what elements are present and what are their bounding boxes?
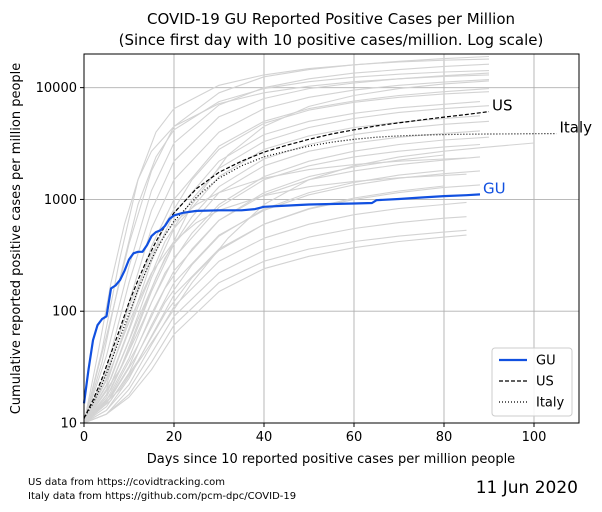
background-country-line xyxy=(83,216,467,424)
background-country-line xyxy=(83,91,490,424)
x-axis-label: Days since 10 reported positive cases pe… xyxy=(147,452,515,467)
background-country-line xyxy=(83,136,490,424)
legend-box xyxy=(491,347,573,417)
series-end-label-us: US xyxy=(492,97,513,115)
source-note-italy: Italy data from https://github.com/pcm-d… xyxy=(28,491,296,502)
series-end-label-italy: Italy xyxy=(560,119,593,137)
background-country-line xyxy=(83,234,467,424)
series-line-gu xyxy=(82,193,481,404)
background-country-line xyxy=(83,58,490,424)
x-tick-label: 60 xyxy=(346,430,363,445)
y-axis-label: Cumulative reported positive cases per m… xyxy=(9,63,24,415)
source-note-us: US data from https://covidtracking.com xyxy=(28,477,225,488)
y-tick-label: 100 xyxy=(52,305,77,320)
background-country-line xyxy=(83,229,467,424)
x-tick-label: 0 xyxy=(80,430,88,445)
y-tick-label: 10000 xyxy=(36,81,77,96)
background-country-line xyxy=(83,55,490,424)
background-country-line xyxy=(83,154,445,424)
series-line-us xyxy=(83,111,490,419)
background-country-line xyxy=(83,101,481,424)
x-tick-label: 20 xyxy=(166,430,183,445)
series-end-labels: Italy US GU xyxy=(483,97,592,198)
x-tick-label: 40 xyxy=(256,430,273,445)
background-country-line xyxy=(83,157,467,424)
chart-title-line2: (Since first day with 10 positive cases/… xyxy=(119,31,544,49)
background-country-line xyxy=(83,74,490,424)
plot-frame xyxy=(83,53,580,424)
background-country-line xyxy=(83,143,481,424)
background-country-line xyxy=(83,63,490,424)
background-country-line xyxy=(83,105,490,424)
x-tick-label: 100 xyxy=(522,430,547,445)
legend-entry-italy: Italy xyxy=(536,396,565,411)
chart-title-line1: COVID-19 GU Reported Positive Cases per … xyxy=(147,10,515,28)
background-country-line xyxy=(83,185,445,424)
background-series xyxy=(83,55,535,424)
series-line-italy xyxy=(83,133,557,419)
y-tick-label: 10 xyxy=(60,417,77,432)
y-tick-label: 1000 xyxy=(44,193,77,208)
background-country-line xyxy=(83,80,490,424)
legend-entry-gu: GU xyxy=(536,354,556,369)
background-country-line xyxy=(83,156,481,424)
background-country-line xyxy=(83,142,535,424)
x-axis-ticks: 0 20 40 60 80 100 xyxy=(80,423,547,445)
background-country-line xyxy=(83,120,490,424)
x-tick-label: 80 xyxy=(436,430,453,445)
series-end-label-gu: GU xyxy=(483,179,506,197)
legend-entry-us: US xyxy=(536,375,554,390)
background-country-line xyxy=(83,184,481,424)
y-axis-ticks: 10 100 1000 10000 xyxy=(36,81,84,432)
date-stamp: 11 Jun 2020 xyxy=(476,478,578,498)
background-country-line xyxy=(83,201,467,424)
legend: GU US Italy xyxy=(491,347,573,417)
highlight-series xyxy=(82,111,557,419)
